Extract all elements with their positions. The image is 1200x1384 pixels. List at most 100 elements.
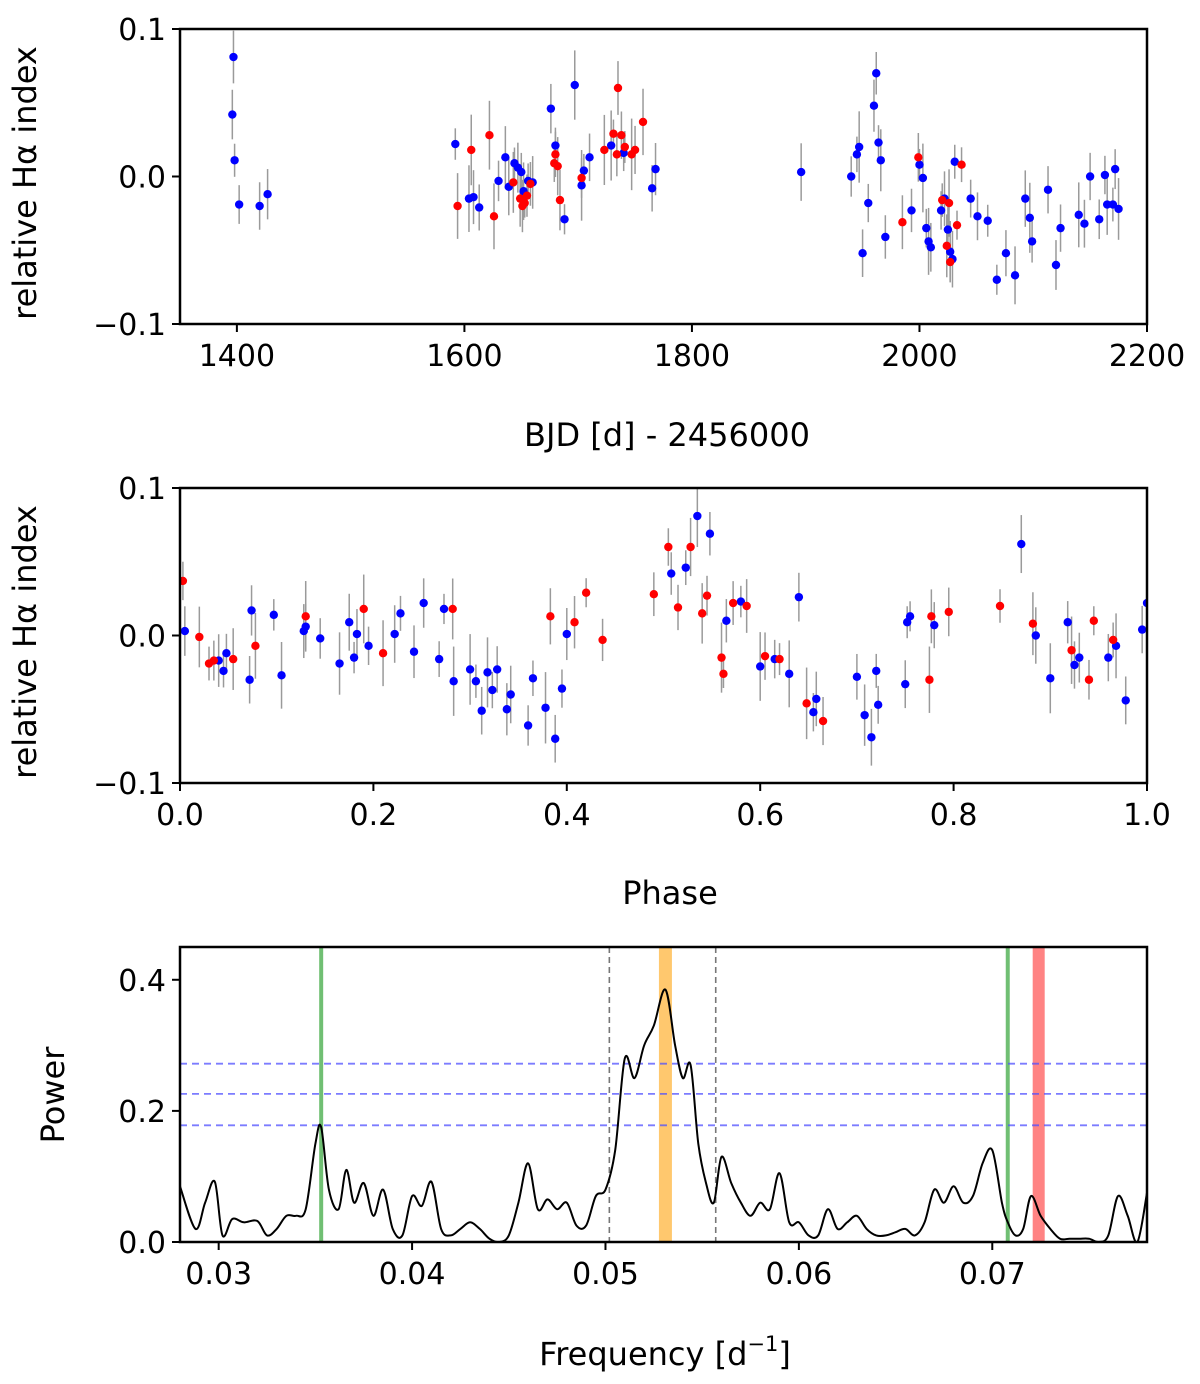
blue-data-point — [390, 629, 399, 639]
y-tick-label: 0.2 — [118, 1095, 166, 1130]
blue-data-point — [1110, 164, 1120, 174]
blue-data-point — [255, 201, 264, 211]
x-tick-label: 0.05 — [572, 1257, 639, 1292]
red-data-point — [195, 632, 204, 642]
red-data-point — [945, 257, 955, 267]
blue-data-point — [860, 710, 869, 720]
panel2-ylabel: relative Hα index — [6, 505, 44, 779]
blue-data-point — [228, 110, 237, 119]
red-data-point — [649, 590, 659, 599]
blue-data-point — [528, 674, 538, 683]
red-data-point — [702, 591, 712, 600]
blue-data-point — [352, 629, 362, 639]
red-data-point — [1084, 675, 1094, 684]
blue-data-point — [1075, 653, 1084, 662]
blue-data-point — [506, 690, 515, 699]
red-data-point — [664, 542, 673, 552]
blue-data-point — [852, 672, 862, 681]
blue-data-point — [419, 598, 428, 608]
blue-data-point — [570, 80, 579, 90]
x-tick-label: 0.03 — [185, 1257, 252, 1292]
blue-data-point — [756, 662, 765, 671]
blue-data-point — [915, 160, 924, 169]
red-data-point — [448, 604, 457, 614]
blue-data-point — [180, 626, 190, 636]
blue-data-point — [950, 157, 959, 166]
red-data-point — [485, 131, 494, 140]
x-tick-label: 0.0 — [156, 798, 204, 833]
blue-data-point — [872, 666, 881, 676]
red-data-point — [522, 191, 532, 200]
panel3-xlabel: Frequency [d−1] — [539, 1332, 791, 1373]
blue-data-point — [335, 659, 344, 668]
blue-data-point — [874, 138, 883, 147]
blue-data-point — [796, 167, 806, 177]
blue-data-point — [693, 511, 702, 521]
blue-data-point — [247, 606, 256, 615]
red-data-point — [1089, 616, 1099, 625]
red-data-point — [957, 160, 966, 169]
blue-data-point — [434, 654, 444, 664]
blue-data-point — [501, 153, 510, 162]
x-tick-label: 0.4 — [543, 798, 591, 833]
x-tick-label: 1600 — [426, 339, 502, 374]
red-data-point — [728, 598, 738, 608]
red-data-point — [898, 218, 907, 227]
red-data-point — [914, 153, 923, 162]
blue-data-point — [966, 194, 975, 203]
panel1-xlabel: BJD [d] - 2456000 — [524, 416, 810, 454]
red-data-point — [925, 675, 934, 684]
blue-data-point — [852, 150, 862, 159]
x-tick-label: 1800 — [654, 339, 730, 374]
red-data-point — [942, 241, 951, 251]
blue-data-point — [722, 616, 731, 625]
blue-data-point — [872, 69, 881, 78]
red-data-point — [228, 654, 238, 664]
red-data-point — [489, 212, 499, 221]
blue-data-point — [551, 141, 560, 150]
red-data-point — [359, 604, 368, 614]
red-data-point — [630, 145, 640, 155]
panel-time-series: relative Hα index BJD [d] - 2456000 1400… — [6, 13, 1185, 454]
y-tick-label: −0.1 — [93, 308, 166, 343]
y-tick-label: 0.0 — [118, 1226, 166, 1261]
y-tick-label: −0.1 — [93, 767, 166, 802]
red-data-point — [612, 150, 622, 159]
red-data-point — [638, 117, 648, 127]
red-data-point — [1067, 646, 1076, 655]
blue-data-point — [451, 139, 460, 149]
blue-data-point — [1025, 213, 1035, 222]
blue-data-point — [577, 181, 586, 190]
red-data-point — [995, 601, 1005, 611]
blue-data-point — [465, 665, 475, 674]
y-tick-label: 0.1 — [118, 472, 166, 507]
red-data-point — [570, 618, 579, 627]
blue-data-point — [1121, 696, 1130, 705]
blue-data-point — [854, 142, 864, 152]
blue-data-point — [930, 620, 939, 630]
blue-data-point — [494, 176, 503, 186]
blue-data-point — [230, 156, 239, 165]
blue-data-point — [316, 634, 325, 643]
axes-frame — [178, 945, 1149, 1244]
blue-data-point — [1108, 200, 1118, 209]
blue-data-point — [873, 700, 883, 710]
blue-data-point — [579, 166, 589, 175]
blue-data-point — [219, 666, 228, 676]
panel3-ylabel: Power — [34, 1046, 72, 1144]
x-tick-label: 0.06 — [765, 1257, 832, 1292]
y-tick-label: 0.0 — [118, 161, 166, 196]
blue-data-point — [234, 200, 244, 209]
red-data-point — [717, 653, 726, 662]
blue-data-point — [222, 649, 231, 658]
blue-data-point — [1080, 219, 1089, 228]
blue-data-point — [349, 653, 359, 662]
blue-data-point — [471, 677, 481, 686]
blue-data-point — [1137, 625, 1147, 634]
blue-data-point — [439, 604, 449, 614]
x-tick-label: 2000 — [881, 339, 957, 374]
blue-data-point — [523, 721, 533, 730]
blue-data-point — [550, 734, 560, 743]
red-data-point — [938, 195, 947, 205]
